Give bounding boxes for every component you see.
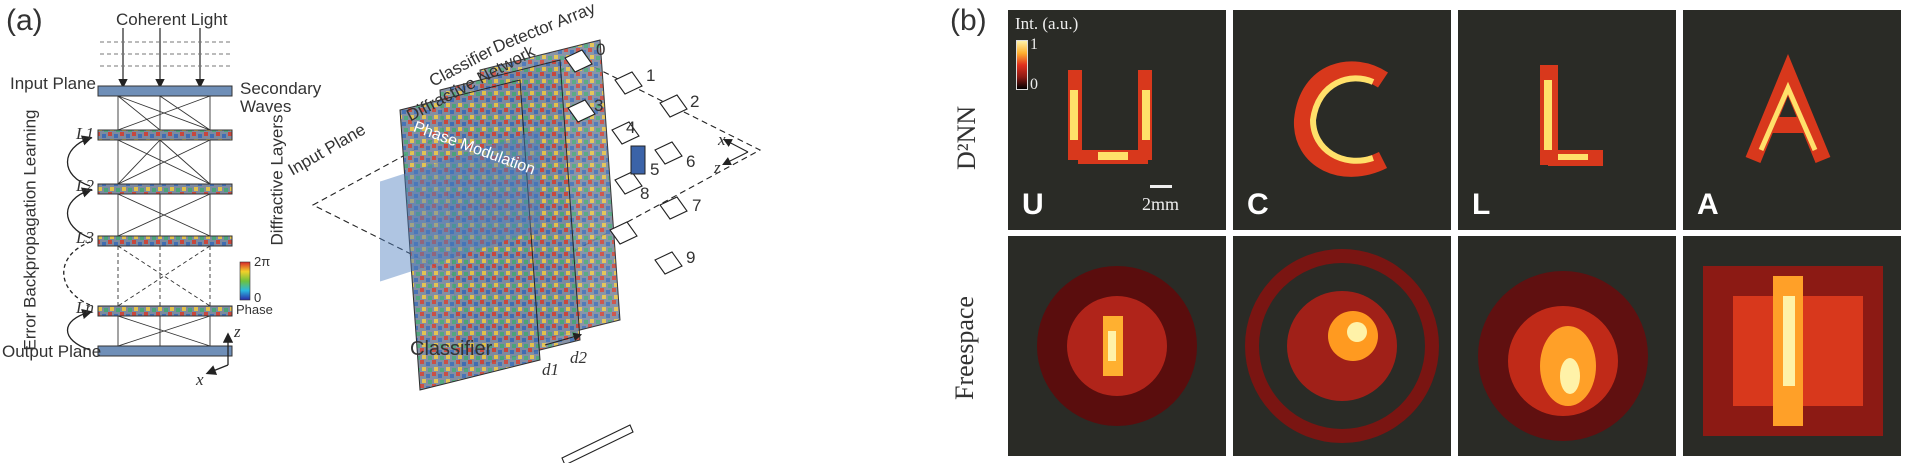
colorbar-title: Phase — [236, 302, 273, 317]
intensity-label: Int. (a.u.) — [1015, 14, 1079, 33]
classifier-label: Classifier — [410, 338, 493, 360]
letter-a: A — [1697, 188, 1719, 221]
diffractive-layers-label: Diffractive Layers — [267, 114, 287, 246]
detector-1: 1 — [646, 66, 656, 85]
axis-x-label: x — [196, 370, 204, 389]
axis-3d-z-label: z — [714, 158, 721, 177]
scale-bar-label: 2mm — [1142, 194, 1180, 214]
layer-label-1: L1 — [76, 124, 94, 143]
colorbar-top-label: 2π — [254, 254, 271, 269]
letter-u: U — [1022, 188, 1044, 221]
coherent-light-arrows — [118, 28, 205, 89]
distance-arrow — [544, 332, 634, 463]
detector-6: 6 — [686, 152, 696, 171]
d2nn-tile-l: L — [1458, 10, 1676, 230]
row-label-freespace: Freespace — [950, 296, 979, 400]
detector-0: 0 — [596, 40, 606, 59]
detector-9: 9 — [686, 248, 696, 267]
active-detector — [630, 145, 646, 175]
letter-l: L — [1472, 188, 1491, 221]
axis-zx — [205, 332, 234, 375]
freespace-tile-c — [1233, 236, 1451, 456]
input-beam — [380, 129, 540, 282]
scale-bar-line — [1150, 185, 1172, 188]
intensity-colorbar-min: 0 — [1030, 76, 1038, 93]
diffractive-layers-3d — [399, 39, 621, 391]
intensity-colorbar-max: 1 — [1030, 36, 1038, 53]
output-plane-label: Output Plane — [2, 342, 102, 361]
colorbar-bottom-label: 0 — [254, 290, 262, 305]
intensity-colorbar — [1016, 40, 1028, 90]
detector-3: 3 — [594, 96, 604, 115]
layer-label-2: L2 — [76, 176, 94, 195]
layer-label-3: L3 — [76, 228, 94, 247]
d2nn-tile-c: C — [1233, 10, 1451, 230]
freespace-tile-u — [1008, 236, 1226, 456]
distance-d2: d2 — [570, 348, 587, 367]
d2nn-tile-a: A — [1683, 10, 1901, 230]
backprop-arrows — [63, 135, 93, 351]
detector-array — [564, 49, 688, 275]
detector-8: 8 — [640, 184, 650, 203]
panel-a-schematic — [63, 28, 762, 463]
letter-c: C — [1247, 188, 1269, 221]
panel-a-label: (a) — [6, 4, 43, 37]
freespace-tile-l — [1458, 236, 1676, 456]
connection-lines — [117, 95, 211, 347]
phase-colorbar — [239, 261, 251, 301]
axis-3d — [722, 138, 749, 165]
distance-d1: d1 — [542, 360, 559, 379]
input-plane-label: Input Plane — [10, 74, 97, 93]
row-label-d2nn: D²NN — [952, 105, 981, 170]
d2nn-tile-u: U — [1008, 10, 1226, 230]
axis-3d-x-label: x — [718, 130, 726, 149]
plane-bars — [97, 85, 233, 357]
axis-z-label: z — [234, 322, 241, 341]
backprop-label: Error Backpropagation Learning — [20, 109, 40, 351]
panel-b-label: (b) — [950, 4, 987, 37]
layer-label-n: Ln — [76, 298, 94, 317]
coherent-light-label: Coherent Light — [116, 10, 228, 29]
secondary-waves-label: Secondary Waves — [240, 79, 322, 116]
detector-4: 4 — [626, 118, 636, 137]
detector-7: 7 — [692, 196, 702, 215]
detector-5: 5 — [650, 160, 660, 179]
detector-2: 2 — [690, 92, 700, 111]
freespace-tile-a — [1683, 236, 1901, 456]
